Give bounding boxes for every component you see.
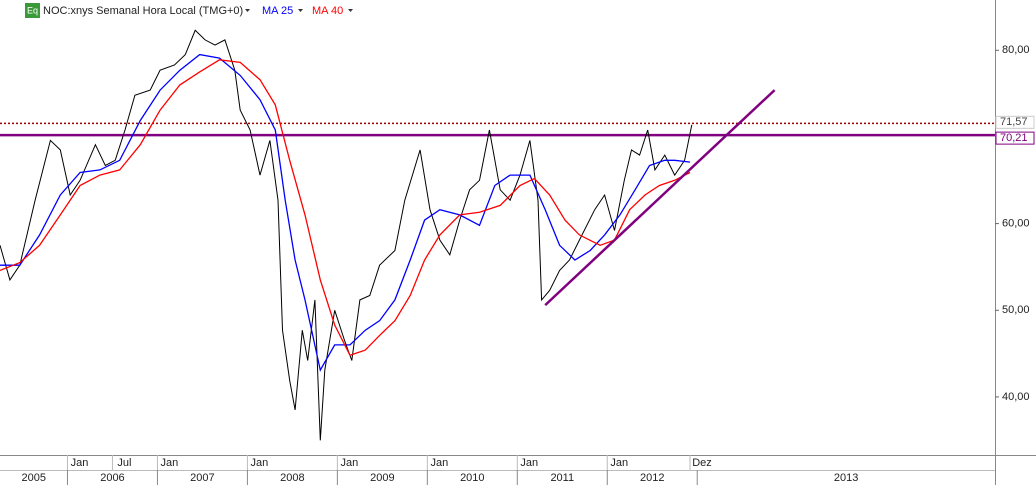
- x-tick-label: Jan: [340, 457, 358, 469]
- level-label-box: [995, 115, 1035, 129]
- year-tick-label: 2005: [21, 472, 45, 484]
- y-tick-label: 60,00: [1002, 218, 1030, 230]
- x-tick-label: Jan: [71, 457, 89, 469]
- x-tick-label: Jul: [117, 457, 131, 469]
- level-label: 71,57: [1000, 116, 1028, 128]
- x-tick-label: Jan: [430, 457, 448, 469]
- year-tick-label: 2013: [834, 472, 858, 484]
- x-tick-label: Jan: [251, 457, 269, 469]
- trendline: [544, 89, 776, 307]
- series-line: [0, 59, 691, 357]
- year-tick-label: 2011: [550, 472, 574, 484]
- badge: [25, 3, 40, 18]
- year-tick-label: 2010: [460, 472, 484, 484]
- legend-main[interactable]: NOC:xnys Semanal Hora Local (TMG+0): [43, 5, 243, 17]
- y-tick-label: 40,00: [1002, 391, 1030, 403]
- x-tick-label: Jan: [520, 457, 538, 469]
- legend-ma40[interactable]: MA 40: [312, 5, 343, 17]
- y-tick-label: 50,00: [1002, 304, 1030, 316]
- x-tick-label: Dez: [692, 457, 712, 469]
- level-label: 70,21: [1000, 132, 1028, 144]
- year-tick-label: 2007: [190, 472, 214, 484]
- year-tick-label: 2009: [370, 472, 394, 484]
- x-tick-label: Jan: [610, 457, 628, 469]
- level-label-box: [995, 131, 1035, 145]
- badge-text: Eq: [27, 5, 38, 15]
- series-line: [0, 29, 693, 441]
- dropdown-arrows: [245, 9, 353, 12]
- y-tick-label: 80,00: [1002, 44, 1030, 56]
- x-tick-label: Jan: [161, 457, 179, 469]
- year-tick-label: 2012: [640, 472, 664, 484]
- legend-ma25[interactable]: MA 25: [262, 5, 293, 17]
- year-tick-label: 2006: [100, 472, 124, 484]
- year-tick-label: 2008: [280, 472, 304, 484]
- series-line: [0, 53, 691, 372]
